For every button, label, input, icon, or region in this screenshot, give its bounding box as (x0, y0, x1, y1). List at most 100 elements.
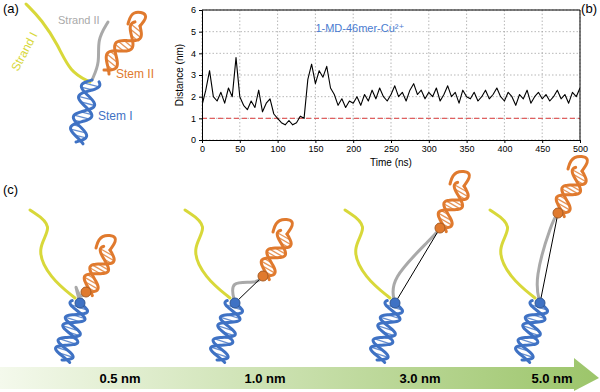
label: Strand II (58, 14, 100, 26)
x-axis: 050100150200250300350400450500 (200, 140, 588, 154)
sphere (390, 298, 400, 308)
backbone (558, 171, 586, 213)
distance-label: 5.0 nm (531, 371, 572, 386)
sphere (553, 208, 563, 218)
tick-label: 4 (191, 49, 196, 59)
tick-mark (429, 140, 430, 143)
tick: 200 (346, 140, 361, 154)
tick-mark (199, 32, 202, 33)
rna-structure (345, 172, 469, 363)
distance-line (395, 228, 440, 303)
backbone (56, 301, 86, 363)
tick-mark (199, 97, 202, 98)
tick-mark (315, 140, 316, 143)
data-line (202, 58, 580, 125)
figure: (a)(b)(c)Strand IStrand IIStem IIStem I1… (0, 0, 600, 392)
axis-title: Distance (nm) (174, 44, 185, 106)
tick: 250 (384, 140, 399, 154)
base-pair (446, 201, 460, 209)
strand (568, 157, 587, 171)
y-axis: 0123456 (191, 5, 203, 145)
label: Stem I (98, 109, 133, 123)
backbone (373, 303, 403, 360)
grid-line (202, 96, 580, 97)
tick: 0 (191, 135, 202, 145)
tick-label: 450 (535, 144, 550, 154)
tick-label: 2 (191, 92, 196, 102)
base-pair (564, 186, 578, 194)
tick-label: 3 (191, 70, 196, 80)
tick: 450 (535, 140, 550, 154)
tick-mark (504, 140, 505, 143)
panel-b: 1-MD-46mer-Cu²⁺0501001502002503003504004… (174, 5, 588, 168)
tick-mark (199, 118, 202, 119)
backbone (518, 303, 548, 360)
rna-structure (490, 157, 587, 363)
tick-mark (391, 140, 392, 143)
label: Stem II (116, 67, 154, 81)
tick-mark (199, 75, 202, 76)
tick-mark (199, 10, 202, 11)
backbone (263, 234, 291, 276)
backbone (211, 301, 241, 363)
helix (371, 301, 403, 363)
tick: 350 (460, 140, 475, 154)
backbone (104, 26, 141, 70)
strand (185, 210, 230, 298)
strand (96, 236, 115, 250)
sphere (535, 298, 545, 308)
tick: 6 (191, 5, 202, 15)
grid-line (277, 10, 278, 140)
distance-line (235, 276, 263, 303)
distance-line (540, 213, 558, 303)
sphere (75, 298, 85, 308)
grid (202, 10, 580, 140)
sphere (435, 223, 445, 233)
grid-line (202, 75, 580, 76)
tick-label: 300 (422, 144, 437, 154)
tick: 400 (497, 140, 512, 154)
base-pair (269, 249, 283, 257)
tick: 3 (191, 70, 202, 80)
distance-label: 3.0 nm (399, 371, 440, 386)
rna-structure (185, 210, 292, 362)
tick: 4 (191, 49, 202, 59)
panel-c: 0.5 nm1.0 nm3.0 nm5.0 nm (0, 157, 599, 391)
label: Strand I (8, 30, 40, 74)
grid-line (202, 118, 580, 119)
tick-label: 6 (191, 5, 196, 15)
tick: 5 (191, 27, 202, 37)
tick-label: 500 (573, 144, 588, 154)
tick-mark (467, 140, 468, 143)
helix (71, 80, 100, 144)
axis-line (199, 11, 203, 141)
tick-mark (542, 140, 543, 143)
panel-label: (a) (3, 1, 19, 16)
series-label: 1-MD-46mer-Cu²⁺ (315, 22, 404, 34)
strand (450, 172, 469, 186)
tick-label: 0 (191, 135, 196, 145)
tick-label: 250 (384, 144, 399, 154)
panel-a: Strand I Strand II Stem II Stem I (8, 4, 154, 144)
distance-label: 0.5 nm (99, 371, 140, 386)
tick-label: 50 (235, 144, 245, 154)
axis-title: Time (ns) (370, 157, 412, 168)
strand (128, 12, 146, 26)
tick-label: 5 (191, 27, 196, 37)
tick-label: 200 (346, 144, 361, 154)
panel-label: (b) (581, 1, 597, 16)
frame (580, 10, 581, 140)
frame (202, 10, 580, 11)
grid-line (428, 10, 429, 140)
strand (30, 210, 75, 298)
rna-structure (30, 210, 115, 362)
tick-label: 400 (497, 144, 512, 154)
tick-label: 350 (460, 144, 475, 154)
helix (56, 301, 88, 363)
axis-line (203, 141, 581, 144)
tick-mark (580, 140, 581, 143)
backbone (516, 301, 546, 363)
strand (393, 228, 440, 303)
tick-mark (199, 140, 202, 141)
tick: 50 (235, 140, 245, 154)
